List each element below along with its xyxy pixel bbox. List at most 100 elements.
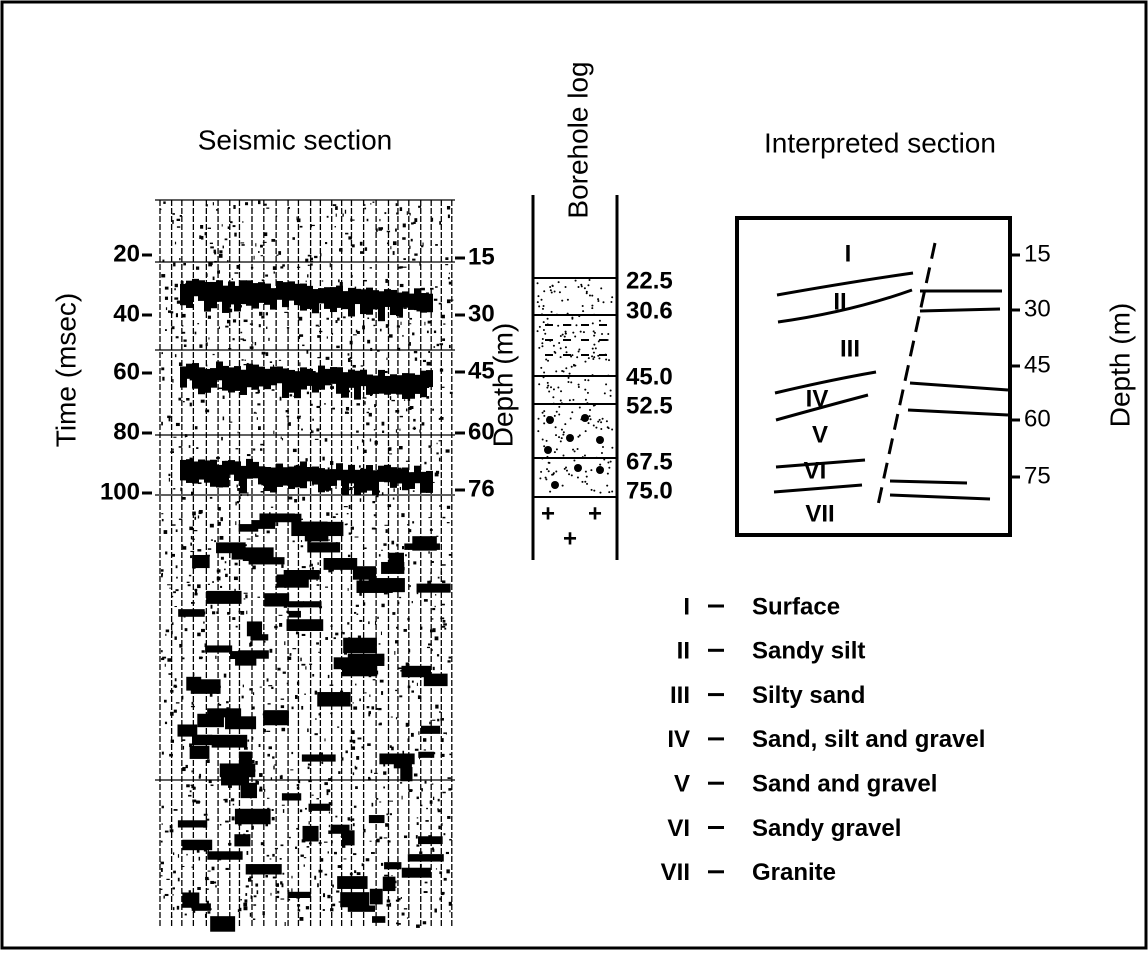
- reflector: [336, 367, 343, 394]
- noise: [395, 717, 398, 720]
- noise: [413, 221, 416, 224]
- noise: [251, 759, 255, 764]
- layer-label: III: [840, 335, 860, 362]
- noise: [186, 853, 188, 856]
- noise: [232, 338, 235, 341]
- reflector: [258, 466, 265, 485]
- noise: [434, 605, 436, 608]
- noise: [347, 817, 351, 821]
- stipple: [540, 470, 543, 473]
- noise: [364, 401, 366, 405]
- noise: [364, 247, 368, 251]
- noise: [434, 908, 437, 913]
- event: [287, 891, 311, 898]
- noise: [343, 473, 346, 476]
- noise: [356, 872, 361, 876]
- noise: [258, 744, 261, 748]
- noise: [385, 278, 388, 283]
- noise: [178, 446, 183, 448]
- noise: [169, 829, 174, 833]
- stipple: [572, 448, 575, 451]
- noise: [239, 496, 241, 500]
- noise: [379, 679, 384, 683]
- noise: [438, 711, 441, 713]
- noise: [230, 798, 235, 802]
- noise: [384, 212, 387, 215]
- noise: [391, 746, 394, 751]
- event: [248, 557, 285, 565]
- noise: [400, 782, 403, 784]
- noise: [225, 325, 229, 328]
- noise: [176, 905, 180, 910]
- noise: [441, 891, 445, 895]
- noise: [316, 428, 320, 432]
- noise: [188, 794, 192, 797]
- noise: [247, 739, 250, 742]
- noise: [307, 540, 311, 543]
- stipple: [562, 433, 565, 436]
- noise: [162, 259, 165, 262]
- noise: [345, 489, 350, 491]
- noise: [447, 214, 450, 219]
- event: [263, 710, 289, 726]
- noise: [307, 766, 310, 770]
- noise: [339, 281, 343, 286]
- stipple: [555, 470, 558, 473]
- noise: [325, 586, 329, 588]
- noise: [281, 727, 286, 732]
- stipple: [605, 383, 608, 386]
- stipple: [555, 313, 558, 316]
- noise: [189, 526, 194, 531]
- stipple: [578, 434, 581, 437]
- noise: [165, 551, 168, 555]
- noise: [394, 651, 396, 655]
- noise: [194, 516, 197, 520]
- reflector: [402, 373, 409, 399]
- noise: [327, 467, 330, 470]
- depth-label: 22.5: [626, 267, 673, 294]
- noise: [417, 389, 421, 394]
- noise: [191, 701, 194, 705]
- noise: [397, 515, 399, 517]
- noise: [361, 863, 364, 867]
- noise: [312, 303, 315, 308]
- stipple: [564, 285, 567, 288]
- noise: [353, 486, 357, 488]
- noise: [356, 430, 359, 433]
- stipple: [577, 435, 580, 438]
- stipple: [542, 304, 545, 307]
- noise: [265, 375, 268, 380]
- noise: [234, 272, 239, 274]
- stipple: [578, 348, 581, 351]
- noise: [438, 302, 442, 305]
- noise: [255, 781, 259, 785]
- stipple: [584, 480, 587, 483]
- noise: [355, 786, 358, 790]
- noise: [249, 296, 252, 300]
- stipple: [540, 298, 543, 301]
- noise: [174, 606, 177, 608]
- noise: [352, 739, 356, 744]
- noise: [340, 431, 343, 435]
- noise: [189, 457, 193, 462]
- noise: [224, 798, 228, 803]
- noise: [328, 778, 332, 781]
- stipple: [559, 347, 562, 350]
- noise: [448, 901, 452, 906]
- stipple: [609, 460, 612, 463]
- stipple: [583, 287, 586, 290]
- noise: [416, 307, 421, 312]
- layer-label: VII: [805, 500, 834, 527]
- noise: [428, 643, 432, 646]
- reflector: [330, 287, 337, 313]
- noise: [265, 823, 269, 827]
- event: [178, 609, 205, 617]
- stipple: [571, 354, 574, 357]
- noise: [275, 895, 280, 899]
- stipple: [546, 468, 549, 471]
- stipple: [586, 482, 589, 485]
- noise: [286, 283, 290, 288]
- reflector: [264, 466, 271, 492]
- reflector: [228, 281, 235, 305]
- noise: [207, 849, 209, 852]
